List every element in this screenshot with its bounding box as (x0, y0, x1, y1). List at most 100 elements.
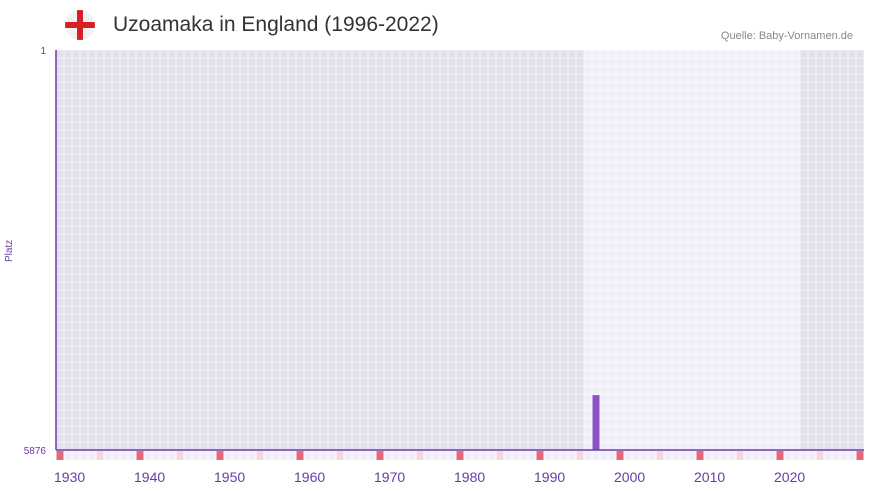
source-link[interactable]: Quelle: Baby-Vornamen.de (720, 30, 853, 42)
x-tick-label: 1970 (374, 469, 405, 485)
year-cell (640, 451, 648, 460)
year-cell (240, 451, 248, 460)
x-tick-label: 2010 (694, 469, 725, 485)
year-cell (120, 451, 128, 460)
year-cell (304, 451, 312, 460)
x-tick-label: 2000 (614, 469, 645, 485)
year-cell (464, 451, 472, 460)
year-cell (128, 451, 136, 460)
year-cell (256, 451, 264, 460)
year-cell (768, 451, 776, 460)
year-cell (192, 451, 200, 460)
year-cell (360, 451, 368, 460)
year-cell (456, 451, 464, 460)
year-cell (136, 451, 144, 460)
year-cell (160, 451, 168, 460)
year-cell (248, 451, 256, 460)
year-cell (544, 451, 552, 460)
year-cell (80, 451, 88, 460)
year-cell (184, 451, 192, 460)
year-cell (312, 451, 320, 460)
year-cell (64, 451, 72, 460)
x-tick-label: 1990 (534, 469, 565, 485)
year-cell (472, 451, 480, 460)
year-cell (808, 451, 816, 460)
year-cell (144, 451, 152, 460)
year-cell (616, 451, 624, 460)
year-cell (288, 451, 296, 460)
year-cell (704, 451, 712, 460)
year-cell (784, 451, 792, 460)
year-cell (856, 451, 864, 460)
chart-title: Uzoamaka in England (1996-2022) (113, 13, 439, 36)
x-tick-label: 1940 (134, 469, 165, 485)
year-cell (688, 451, 696, 460)
year-cell (672, 451, 680, 460)
england-flag-icon (65, 10, 95, 40)
year-cell (632, 451, 640, 460)
year-cell (840, 451, 848, 460)
x-tick-label: 2020 (774, 469, 805, 485)
year-cell (112, 451, 120, 460)
year-cell (696, 451, 704, 460)
year-cell (664, 451, 672, 460)
year-cell (296, 451, 304, 460)
year-cell (280, 451, 288, 460)
year-cell (104, 451, 112, 460)
x-tick-label: 1960 (294, 469, 325, 485)
year-cell (336, 451, 344, 460)
year-cell (752, 451, 760, 460)
year-cell (824, 451, 832, 460)
year-cell (376, 451, 384, 460)
year-cell (328, 451, 336, 460)
year-cell (736, 451, 744, 460)
year-cell (832, 451, 840, 460)
year-cell (512, 451, 520, 460)
year-cell (392, 451, 400, 460)
year-cell (480, 451, 488, 460)
year-cell (848, 451, 856, 460)
year-cell (368, 451, 376, 460)
year-cell (792, 451, 800, 460)
year-cell (96, 451, 104, 460)
year-cell (520, 451, 528, 460)
year-cell (552, 451, 560, 460)
year-cell (448, 451, 456, 460)
x-tick-label: 1950 (214, 469, 245, 485)
year-cell (168, 451, 176, 460)
x-tick-label: 1980 (454, 469, 485, 485)
year-cell (320, 451, 328, 460)
year-cell (496, 451, 504, 460)
year-cell (608, 451, 616, 460)
year-cell (424, 451, 432, 460)
year-cell (432, 451, 440, 460)
year-cell (816, 451, 824, 460)
year-cell (384, 451, 392, 460)
year-cell (656, 451, 664, 460)
year-cell (400, 451, 408, 460)
year-cell (272, 451, 280, 460)
year-cell (624, 451, 632, 460)
year-cell (720, 451, 728, 460)
x-tick-label: 1930 (54, 469, 85, 485)
y-tick-label: 5876 (24, 446, 47, 457)
year-cell (152, 451, 160, 460)
year-cell (440, 451, 448, 460)
year-cell (224, 451, 232, 460)
y-tick-label: 1 (40, 46, 46, 57)
year-cell (536, 451, 544, 460)
year-cell (72, 451, 80, 460)
year-cell (592, 451, 600, 460)
year-cell (488, 451, 496, 460)
year-cell (344, 451, 352, 460)
year-cell (176, 451, 184, 460)
year-cell (648, 451, 656, 460)
year-cell (712, 451, 720, 460)
year-cell (744, 451, 752, 460)
year-cell (728, 451, 736, 460)
year-cell (576, 451, 584, 460)
year-cell (56, 451, 64, 460)
year-cell (584, 451, 592, 460)
year-cell (528, 451, 536, 460)
